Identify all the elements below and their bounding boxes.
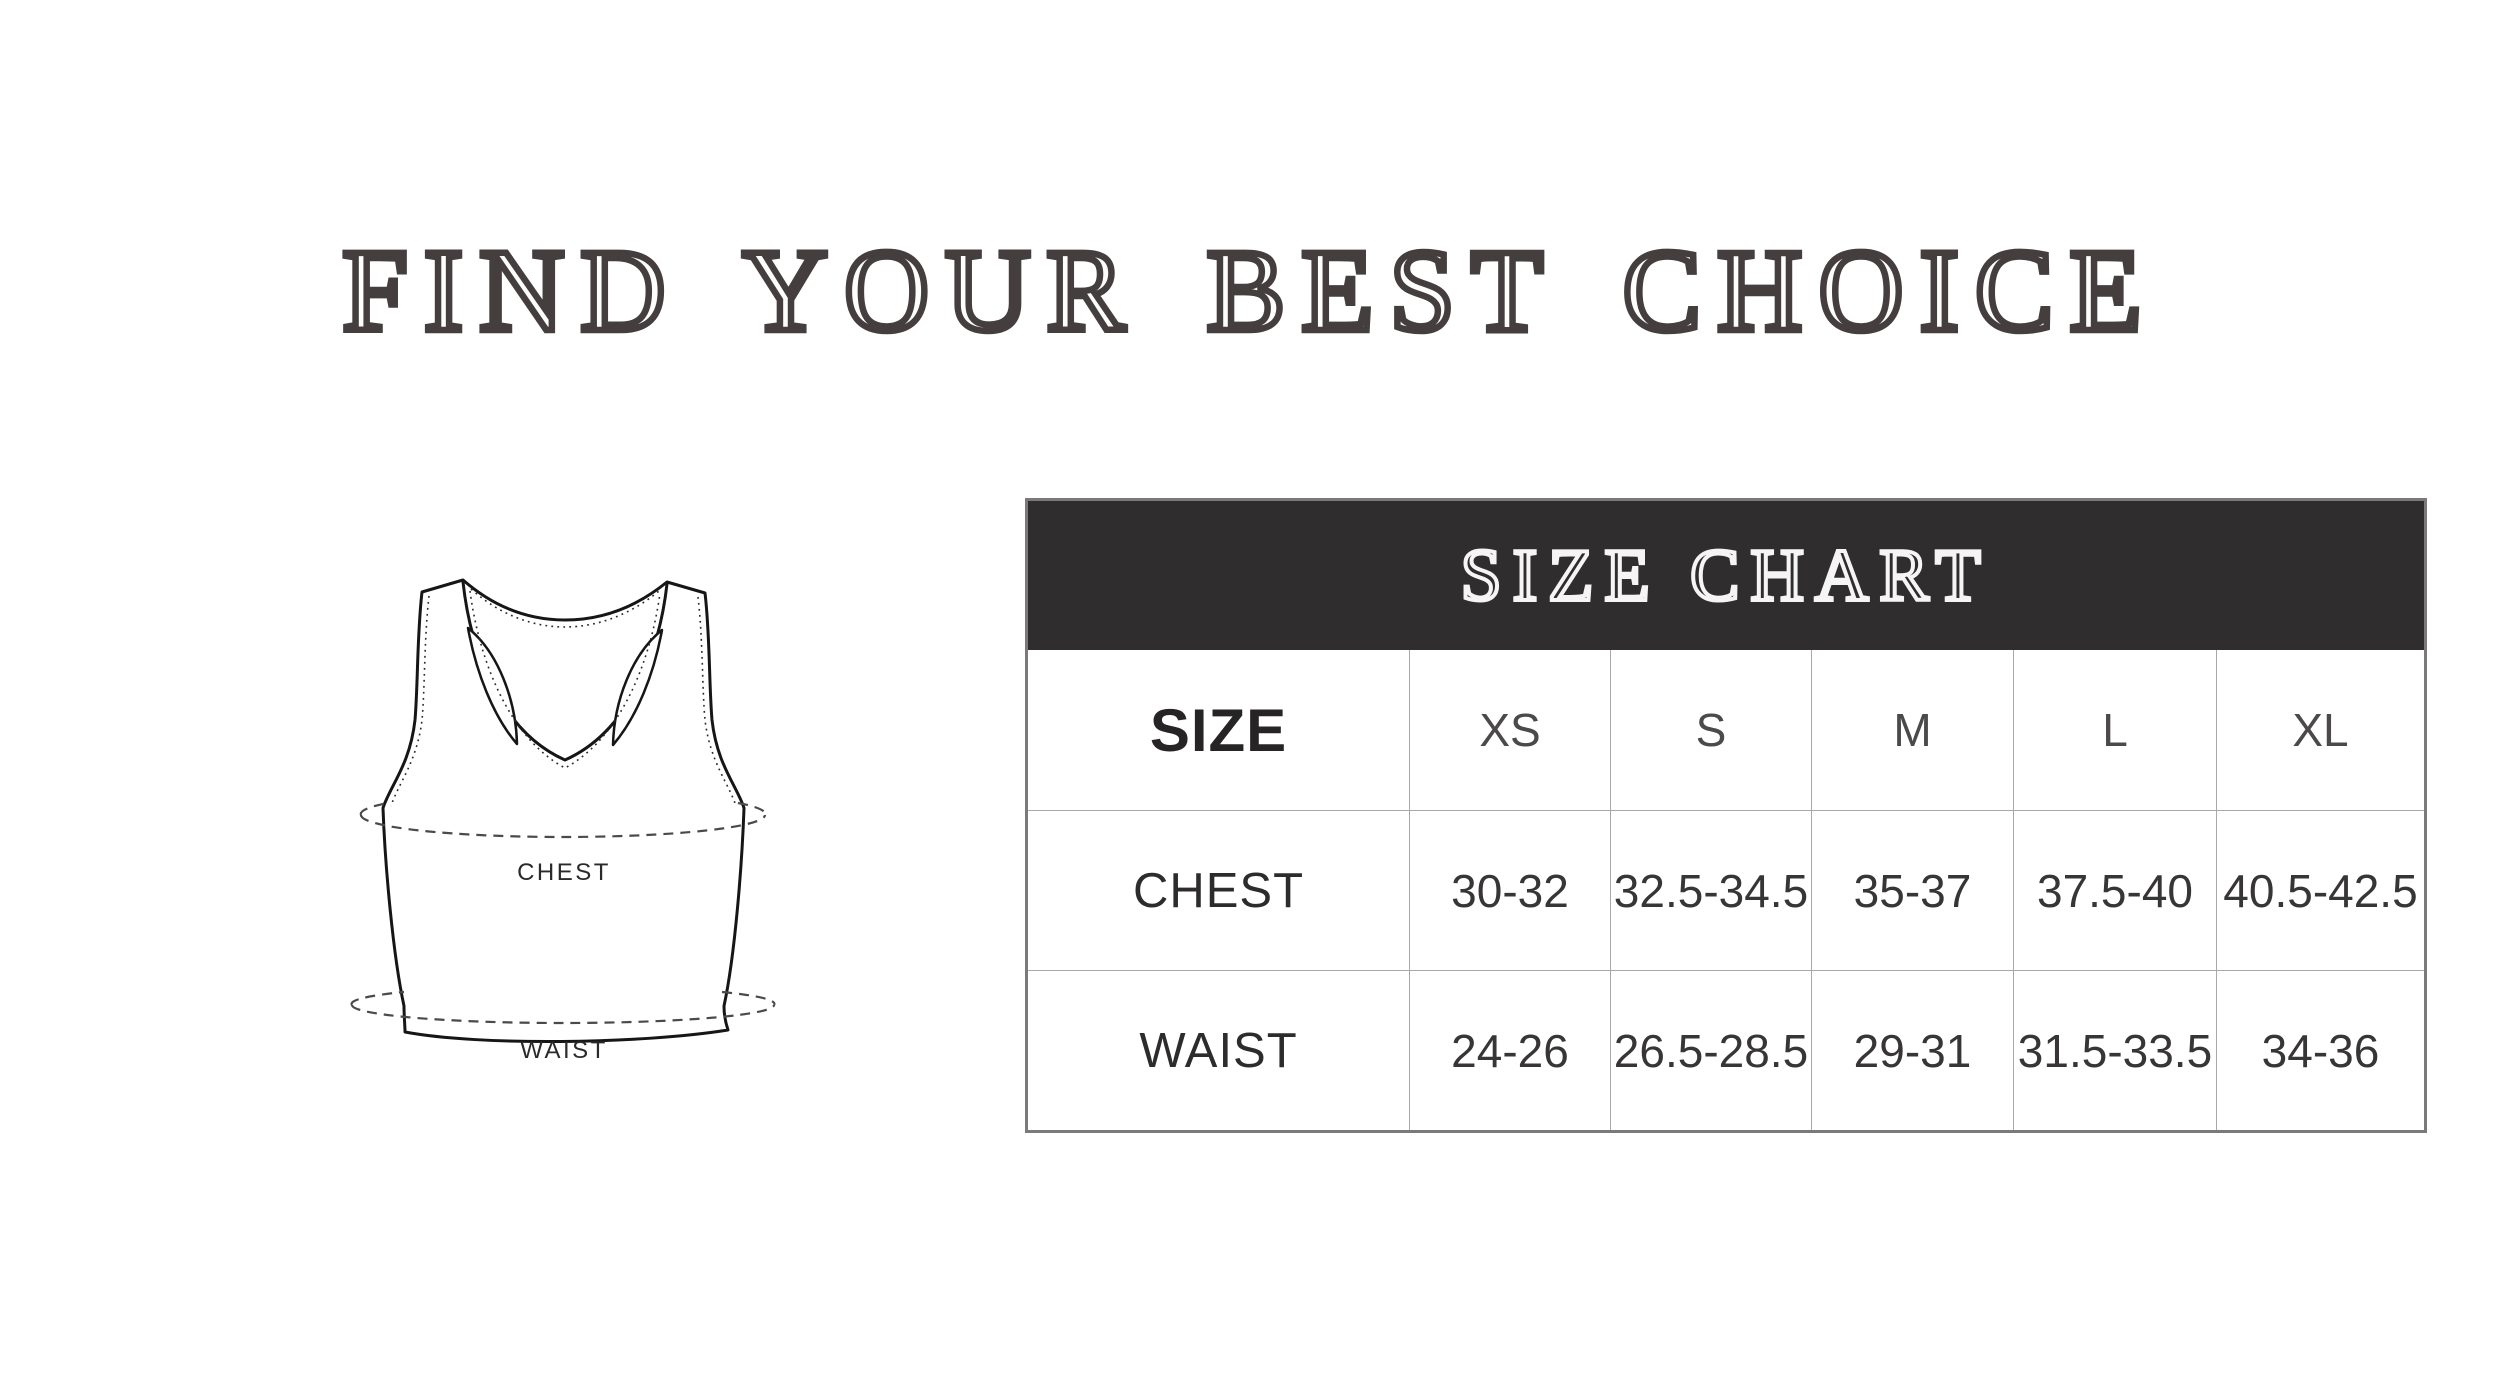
size-chart-title-bar: SIZE CHART [1028,501,2424,650]
chest-measure-line-right-end [737,801,767,816]
chest-xs-value: 30-32 [1409,810,1610,970]
scoop-stitch-line [469,590,661,769]
waist-measure-line [350,1004,776,1025]
garment-outline [381,578,746,1044]
page-title: FIND YOUR BEST CHOICE [339,225,2158,356]
size-header-row: SIZE XS S M L XL [1028,650,2424,810]
right-armhole-cutout [611,628,664,747]
chest-l-value: 37.5-40 [2013,810,2216,970]
chest-row: CHEST 30-32 32.5-34.5 35-37 37.5-40 40.5… [1028,810,2424,970]
chest-s-value: 32.5-34.5 [1610,810,1811,970]
waist-measure-line-right-end [721,990,776,1006]
size-chart-title: SIZE CHART [1458,534,1992,617]
waist-s-value: 26.5-28.5 [1610,970,1811,1130]
col-header-xl: XL [2216,650,2424,810]
chest-m-value: 35-37 [1811,810,2013,970]
waist-m-value: 29-31 [1811,970,2013,1130]
tank-top-illustration: CHEST WAIST [350,578,776,1064]
row-header-waist: WAIST [1028,970,1409,1130]
waist-l-value: 31.5-33.5 [2013,970,2216,1130]
col-header-s: S [1610,650,1811,810]
waist-row: WAIST 24-26 26.5-28.5 29-31 31.5-33.5 34… [1028,970,2424,1130]
chest-measure-label: CHEST [517,859,611,886]
waist-xl-value: 34-36 [2216,970,2424,1130]
chest-xl-value: 40.5-42.5 [2216,810,2424,970]
row-header-chest: CHEST [1028,810,1409,970]
row-header-size: SIZE [1149,696,1288,764]
col-header-l: L [2013,650,2216,810]
col-header-m: M [1811,650,2013,810]
waist-measure-line-left-end [350,990,405,1006]
chest-measure-line [359,814,767,839]
left-armhole-cutout [466,626,519,746]
right-strap-stitch-line [697,596,737,807]
chest-measure-line-left-end [359,801,389,816]
left-strap-stitch-line [390,595,430,807]
waist-xs-value: 24-26 [1409,970,1610,1130]
waist-measure-label: WAIST [520,1037,608,1064]
back-neck-stitch-line [470,588,660,628]
size-chart-table: SIZE CHART SIZE XS S M L XL CHEST 30-32 … [1025,498,2427,1133]
col-header-xs: XS [1409,650,1610,810]
